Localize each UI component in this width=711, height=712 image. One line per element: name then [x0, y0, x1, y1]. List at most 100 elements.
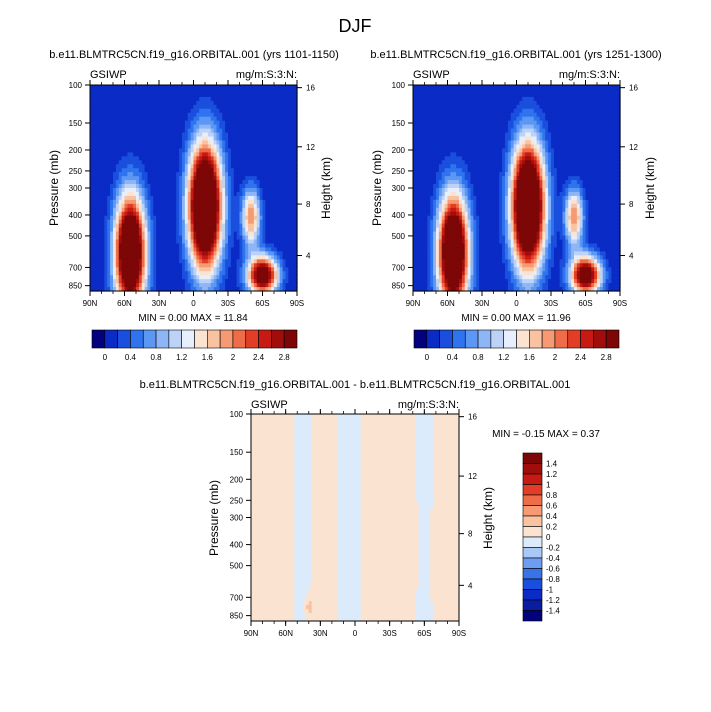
heatmap-cell	[138, 219, 143, 225]
heatmap-cell	[101, 195, 105, 201]
heatmap-cell	[90, 239, 94, 245]
heatmap-cell	[138, 267, 143, 272]
heatmap-cell	[113, 96, 117, 102]
heatmap-cell	[130, 132, 134, 138]
heatmap-cell	[136, 140, 140, 146]
heatmap-cell	[110, 227, 114, 233]
heatmap-cell	[164, 203, 169, 209]
heatmap-cell	[124, 116, 128, 122]
heatmap-cell	[164, 136, 169, 142]
heatmap-cell	[115, 219, 120, 225]
heatmap-cell	[124, 96, 128, 102]
heatmap-cell	[159, 279, 163, 284]
heatmap-cell	[121, 199, 126, 205]
heatmap-cell	[90, 259, 94, 264]
heatmap-cell	[95, 287, 100, 292]
heatmap-cell	[164, 168, 169, 173]
heatmap-cell	[104, 251, 108, 256]
heatmap-cell	[138, 235, 143, 241]
heatmap-cell	[141, 263, 146, 268]
heatmap-cell	[170, 124, 174, 130]
heatmap-cell	[170, 140, 174, 146]
heatmap-cell	[141, 188, 146, 193]
heatmap-cell	[121, 156, 126, 161]
heatmap-cell	[164, 148, 169, 153]
heatmap-cell	[110, 152, 114, 157]
heatmap-cell	[141, 96, 146, 102]
heatmap-cell	[118, 207, 123, 213]
heatmap-cell	[121, 160, 126, 165]
heatmap-cell	[107, 104, 111, 110]
heatmap-cell	[167, 283, 172, 288]
heatmap-cell	[107, 227, 111, 233]
heatmap-cell	[113, 180, 117, 185]
heatmap-cell	[113, 112, 117, 118]
heatmap-cell	[164, 263, 169, 268]
heatmap-cell	[170, 88, 174, 94]
heatmap-cell	[130, 120, 134, 126]
heatmap-cell	[90, 219, 94, 225]
heatmap-cell	[90, 156, 94, 161]
heatmap-cell	[107, 263, 111, 268]
heatmap-cell	[130, 215, 134, 221]
heatmap-cell	[124, 108, 128, 114]
heatmap-cell	[101, 223, 105, 229]
heatmap-cell	[107, 275, 111, 280]
heatmap-cell	[164, 180, 169, 185]
heatmap-cell	[118, 239, 123, 245]
heatmap-cell	[156, 144, 160, 149]
heatmap-cell	[104, 247, 108, 252]
heatmap-cell	[130, 136, 134, 142]
heatmap-cell	[136, 219, 140, 225]
heatmap-cell	[110, 287, 114, 292]
heatmap-cell	[170, 188, 174, 193]
heatmap-cell	[167, 191, 172, 197]
panel-1-colorbar: 0 0.4 0.8 1.2 1.6 2 2.4 2.8	[91, 329, 298, 362]
heatmap-cell	[167, 172, 172, 177]
heatmap-cell	[133, 247, 137, 252]
heatmap-cell	[98, 144, 103, 149]
heatmap-cell	[124, 140, 128, 146]
heatmap-cell	[118, 160, 123, 165]
heatmap-cell	[101, 215, 105, 221]
heatmap-cell	[113, 259, 117, 264]
heatmap-cell	[153, 231, 157, 237]
heatmap-cell	[136, 172, 140, 177]
heatmap-cell	[153, 172, 157, 177]
heatmap-cell	[156, 199, 160, 205]
heatmap-cell	[147, 132, 151, 138]
heatmap-cell	[138, 255, 143, 260]
heatmap-cell	[167, 227, 172, 233]
heatmap-cell	[173, 152, 177, 157]
heatmap-cell	[161, 203, 166, 209]
heatmap-cell	[101, 180, 105, 185]
heatmap-cell	[110, 199, 114, 205]
heatmap-cell	[113, 275, 117, 280]
heatmap-cell	[170, 271, 174, 276]
heatmap-cell	[92, 251, 97, 256]
heatmap-cell	[161, 104, 166, 110]
heatmap-cell	[104, 148, 108, 153]
heatmap-cell	[147, 88, 151, 94]
heatmap-cell	[156, 108, 160, 114]
heatmap-cell	[136, 227, 140, 233]
heatmap-cell	[133, 172, 137, 177]
heatmap-cell	[136, 176, 140, 181]
heatmap-cell	[141, 132, 146, 138]
heatmap-cell	[104, 184, 108, 189]
heatmap-cell	[130, 108, 134, 114]
heatmap-cell	[90, 267, 94, 272]
heatmap-cell	[156, 152, 160, 157]
heatmap-cell	[159, 116, 163, 122]
heatmap-cell	[130, 176, 134, 181]
heatmap-cell	[115, 188, 120, 193]
heatmap-cell	[127, 124, 131, 130]
y-tick-label: 700	[69, 263, 83, 272]
heatmap-cell	[133, 144, 137, 149]
heatmap-cell	[150, 136, 154, 142]
heatmap-cell	[98, 271, 103, 276]
heatmap-cell	[156, 176, 160, 181]
heatmap-cell	[98, 120, 103, 126]
heatmap-cell	[167, 267, 172, 272]
heatmap-cell	[147, 180, 151, 185]
